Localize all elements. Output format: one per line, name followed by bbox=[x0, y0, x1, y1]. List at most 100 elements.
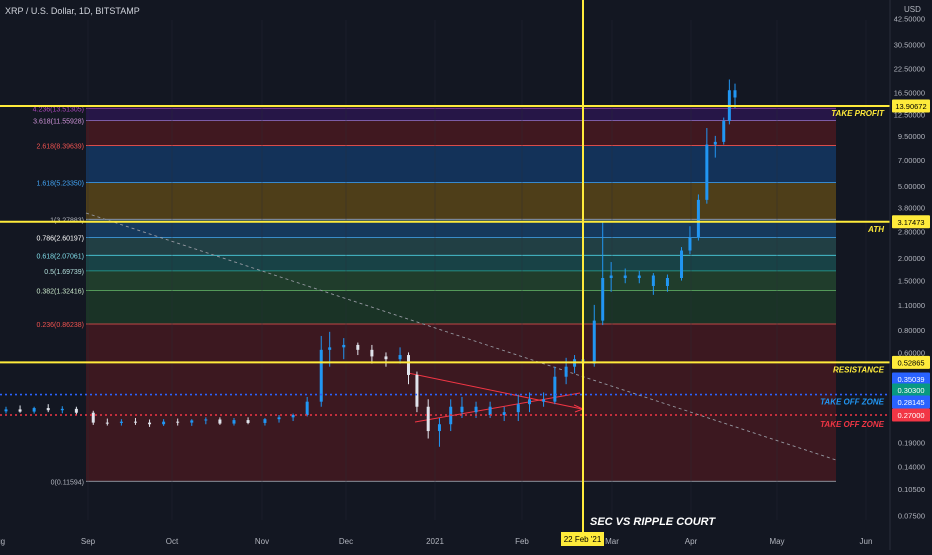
price-axis-tick: 7.00000 bbox=[898, 156, 925, 165]
candle-body bbox=[46, 408, 50, 411]
time-axis-label: 2021 bbox=[426, 537, 444, 546]
badge-green-1-text: 0.30300 bbox=[897, 386, 924, 395]
price-axis-tick: 0.14000 bbox=[898, 462, 925, 471]
candle-body bbox=[162, 421, 166, 425]
badge-ath-text: 3.17473 bbox=[897, 218, 924, 227]
candle-body bbox=[623, 275, 627, 279]
fib-zone bbox=[86, 237, 836, 256]
badge-green-1 bbox=[892, 383, 930, 397]
candle-body bbox=[218, 419, 222, 424]
event-annotation: SEC VS RIPPLE COURT bbox=[590, 516, 716, 528]
candle-body bbox=[60, 408, 64, 411]
price-axis-tick: 9.50000 bbox=[898, 132, 925, 141]
fib-zone bbox=[86, 323, 836, 482]
candle-body bbox=[356, 344, 360, 350]
fib-zone bbox=[86, 290, 836, 324]
fib-label: 0(0.11594) bbox=[51, 479, 84, 486]
time-axis-label: Jun bbox=[860, 537, 873, 546]
candle-body bbox=[398, 355, 402, 360]
hline-label: ATH bbox=[867, 225, 884, 234]
candle-body bbox=[328, 347, 332, 350]
candle-body bbox=[415, 374, 419, 407]
candle-body bbox=[105, 422, 109, 424]
price-axis: 42.50000 30.50000 22.50000 16.50000 12.50000… bbox=[889, 0, 932, 550]
candle-body bbox=[733, 90, 737, 98]
hline-label: TAKE PROFIT bbox=[831, 109, 885, 118]
badge-resistance bbox=[892, 355, 930, 369]
candle-body bbox=[119, 421, 123, 423]
badge-ath bbox=[892, 215, 930, 229]
price-axis-tick: 16.50000 bbox=[894, 89, 925, 98]
candle-body bbox=[305, 401, 309, 415]
fib-label: 0.618(2.07061) bbox=[37, 253, 84, 260]
candle-body bbox=[263, 419, 267, 423]
candle-body bbox=[91, 412, 95, 423]
candle-body bbox=[176, 421, 180, 423]
time-axis-label: Aug bbox=[0, 537, 5, 546]
candle-body bbox=[713, 141, 717, 145]
candle-body bbox=[32, 408, 36, 412]
price-axis-tick: 2.00000 bbox=[898, 254, 925, 263]
time-axis-label: Oct bbox=[166, 537, 179, 546]
candle-body bbox=[437, 424, 441, 432]
triangle-lower bbox=[414, 392, 581, 423]
fib-zones: 4.236(13.51305) 3.618(11.55928) 2.618(8.39… bbox=[33, 106, 836, 486]
candle-body bbox=[553, 376, 557, 402]
candle-body bbox=[705, 144, 709, 200]
price-axis-tick: 22.50000 bbox=[894, 64, 925, 73]
time-axis-label: May bbox=[769, 537, 784, 546]
fib-label: 0.382(1.32416) bbox=[37, 288, 84, 295]
candle-body bbox=[426, 406, 430, 432]
fib-label: 1(3.27883) bbox=[50, 217, 84, 224]
candle-body bbox=[148, 422, 152, 425]
badge-resistance-text: 0.52865 bbox=[897, 358, 924, 367]
hline-label: TAKE OFF ZONE bbox=[820, 398, 885, 407]
price-axis-tick: 42.50000 bbox=[894, 14, 925, 23]
candle-body bbox=[18, 409, 22, 412]
time-axis-label: Sep bbox=[81, 537, 96, 546]
candle-body bbox=[542, 399, 546, 402]
candle-body bbox=[637, 275, 641, 279]
grid bbox=[87, 20, 867, 520]
time-axis: Aug Sep Oct Nov Dec 2021 Feb Mar Apr May Jun 22 Feb… bbox=[0, 532, 890, 550]
fib-zone bbox=[86, 145, 836, 183]
price-axis-tick: 0.80000 bbox=[898, 326, 925, 335]
fib-zone bbox=[86, 108, 836, 121]
candle-body bbox=[460, 406, 464, 413]
candle-body bbox=[601, 278, 605, 321]
badge-take-off-blue-text: 0.35039 bbox=[897, 375, 924, 384]
candle-body bbox=[680, 250, 684, 279]
price-axis-bg bbox=[890, 0, 932, 550]
candle-body bbox=[696, 199, 700, 238]
time-axis-label: Feb bbox=[515, 537, 529, 546]
time-axis-label: Mar bbox=[605, 537, 619, 546]
date-badge bbox=[561, 532, 604, 546]
badge-blue-2-text: 0.28145 bbox=[897, 398, 924, 407]
time-axis-label: Apr bbox=[685, 537, 698, 546]
candle-body bbox=[291, 415, 295, 418]
candle-body bbox=[651, 275, 655, 286]
triangle-upper bbox=[407, 372, 583, 410]
price-axis-tick: 12.50000 bbox=[894, 110, 925, 119]
candle-body bbox=[502, 412, 506, 415]
price-axis-tick: 0.19000 bbox=[898, 439, 925, 448]
candle-body bbox=[232, 420, 236, 424]
fib-label: 0.236(0.86238) bbox=[37, 322, 84, 329]
horizontal-lines: TAKE PROFIT ATH RESISTANCE TAKE OFF ZONE TAK… bbox=[0, 0, 890, 540]
fib-label: 0.786(2.60197) bbox=[37, 235, 84, 242]
candle-body bbox=[342, 344, 346, 348]
candle-body bbox=[204, 419, 208, 421]
price-axis-tick: 1.50000 bbox=[898, 277, 925, 286]
badge-take-off-red bbox=[892, 408, 930, 422]
candle-body bbox=[592, 320, 596, 364]
price-axis-tick: 0.07500 bbox=[898, 511, 925, 520]
fib-label: 3.618(11.55928) bbox=[33, 118, 84, 125]
fib-zone bbox=[86, 120, 836, 146]
hline-label: TAKE OFF ZONE bbox=[820, 420, 885, 429]
candle-body bbox=[609, 275, 613, 279]
candle-body bbox=[246, 420, 250, 423]
candle-body bbox=[722, 120, 726, 142]
price-axis-tick: 0.10500 bbox=[898, 485, 925, 494]
fib-label: 4.236(13.51305) bbox=[33, 106, 84, 113]
